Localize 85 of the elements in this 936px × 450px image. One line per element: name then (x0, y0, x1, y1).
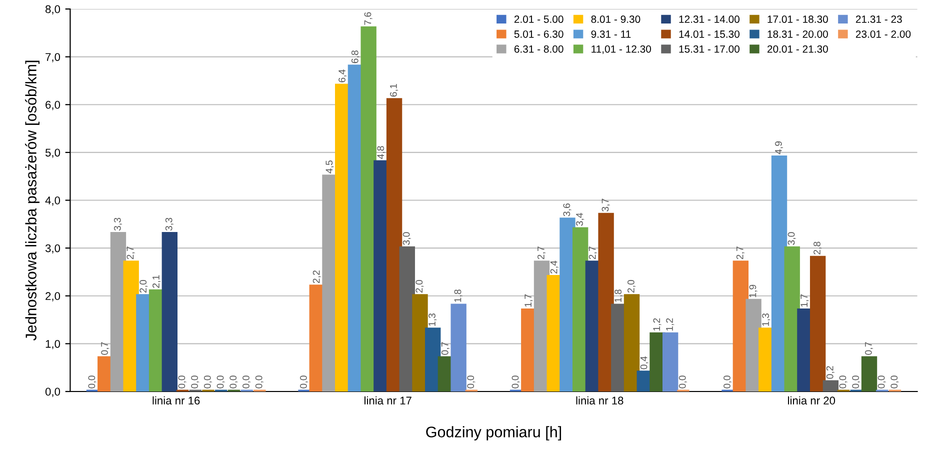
legend-label: 20.01 - 21.30 (767, 45, 828, 53)
data-label: 2,1 (152, 275, 161, 288)
data-label: 3,7 (602, 198, 610, 212)
y-tick-label: 4,0 (45, 196, 60, 206)
y-tick-label: 0,0 (45, 388, 60, 397)
legend-label: 2.01 - 5.00 (514, 16, 564, 23)
data-label: 2,0 (140, 280, 148, 293)
legend-label: 8.01 - 9.30 (591, 16, 640, 23)
data-label: 0,0 (839, 376, 848, 388)
y-tick-label: 6,0 (46, 100, 60, 110)
data-label: 0,0 (512, 376, 520, 388)
data-label: 0,0 (890, 376, 899, 388)
data-label: 1,2 (653, 318, 662, 331)
data-label: 6,1 (390, 84, 398, 97)
y-tick-label: 1,0 (46, 340, 60, 350)
data-label: 2,4 (550, 260, 558, 274)
x-tick-label: linia nr 17 (364, 396, 412, 405)
data-label: 3,3 (114, 218, 122, 231)
legend-label: 15.31 - 17.00 (679, 45, 740, 53)
data-label: 0,4 (640, 356, 648, 370)
data-label: 2,7 (126, 246, 135, 260)
data-label: 1,3 (762, 313, 770, 326)
data-label: 0,0 (724, 376, 732, 388)
legend-label: 18.31 - 20.00 (768, 30, 828, 38)
data-label: 0,0 (467, 376, 476, 388)
data-label: 3,6 (563, 204, 572, 216)
data-label: 2,7 (537, 246, 546, 260)
data-label: 0,7 (441, 342, 450, 355)
data-label: 0,0 (204, 376, 212, 388)
y-tick-label: 2,0 (46, 292, 60, 302)
legend-label: 14.01 - 15.30 (679, 30, 740, 38)
data-label: 3,3 (165, 218, 174, 231)
data-label: 1,9 (749, 284, 758, 298)
data-label: 2,0 (416, 280, 424, 293)
data-label: 1,8 (454, 290, 462, 302)
data-label: 0,0 (191, 376, 200, 388)
data-label: 0,0 (678, 376, 687, 388)
data-label: 2,2 (312, 270, 321, 284)
data-label: 1,3 (428, 313, 437, 326)
x-tick-label: linia nr 16 (152, 396, 200, 405)
data-label: 0,7 (864, 342, 874, 355)
legend-label: 6.31 - 8.00 (514, 45, 564, 53)
data-label: 0,0 (255, 376, 264, 388)
data-label: 1,2 (666, 318, 674, 331)
data-label: 1,8 (614, 290, 623, 302)
legend-label: 5.01 - 6.30 (514, 30, 564, 38)
data-label: 1,7 (800, 294, 809, 307)
data-label: 2,7 (588, 246, 597, 260)
data-label: 0,0 (88, 376, 96, 388)
data-label: 3,0 (402, 232, 411, 245)
data-label: 3,4 (576, 212, 584, 226)
data-label: 4,5 (326, 160, 334, 174)
x-axis-title: Godziny pomiaru [h] (426, 426, 562, 440)
data-label: 7,6 (364, 12, 372, 25)
data-label: 0,0 (852, 376, 860, 388)
x-tick-label: linia nr 20 (788, 396, 836, 405)
x-tick-label: linia nr 18 (576, 396, 624, 405)
data-label: 0,7 (101, 342, 110, 355)
y-tick-label: 3,0 (45, 244, 60, 254)
data-label: 2,8 (814, 242, 822, 254)
legend-label: 23.01 - 2.00 (856, 30, 911, 38)
data-label: 6,4 (338, 69, 347, 82)
data-label: 0,2 (826, 366, 834, 379)
data-label: 2,7 (736, 246, 744, 260)
y-axis-title: Jednostkowa liczba pasażerów [osób/km] (25, 60, 40, 341)
y-tick-label: 5,0 (45, 148, 60, 158)
data-label: 0,0 (242, 376, 251, 388)
data-label: 0,0 (216, 376, 225, 388)
data-label: 0,0 (300, 376, 308, 388)
y-tick-label: 8,0 (46, 5, 60, 14)
data-label: 4,8 (377, 146, 386, 159)
data-label: 0,0 (230, 376, 238, 388)
legend-label: 9.31 - 11 (591, 30, 631, 38)
legend-label: 12.31 - 14.00 (679, 16, 740, 23)
data-label: 2,0 (627, 280, 636, 293)
data-label: 1,7 (524, 294, 533, 307)
data-label: 3,0 (788, 232, 796, 245)
legend-label: 17.01 - 18.30 (768, 16, 828, 23)
data-label: 4,9 (774, 141, 784, 154)
data-label: 0,0 (878, 376, 886, 388)
data-label: 6,8 (351, 50, 360, 64)
legend-label: 11,01 - 12.30 (592, 45, 652, 54)
y-tick-label: 7,0 (46, 53, 60, 62)
data-label: 0,0 (178, 376, 186, 388)
legend-label: 21.31 - 23 (856, 16, 902, 23)
